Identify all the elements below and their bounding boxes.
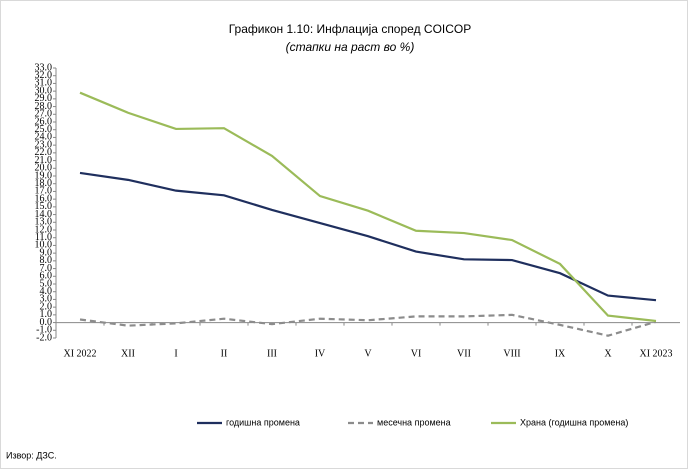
legend-label: Храна (годишна промена) [520,417,628,427]
y-tick-label: 12.0 [35,224,53,235]
y-tick-label: 30.0 [35,85,53,96]
x-tick-label: III [267,348,277,359]
y-tick-label: 14.0 [35,209,53,220]
x-tick-label: XII [121,348,135,359]
x-tick-label: VI [411,348,422,359]
y-tick-label: 21.0 [35,155,53,166]
y-tick-label: 4.0 [40,286,53,297]
y-tick-label: 32.0 [35,70,53,81]
y-tick-label: 13.0 [35,217,53,228]
x-tick-label: VIII [503,348,520,359]
y-tick-label: 8.0 [40,255,53,266]
y-tick-label: 0.0 [40,317,53,328]
y-tick-label: 31.0 [35,78,53,89]
y-tick-label: 19.0 [35,170,53,181]
x-tick-label: X [604,348,612,359]
y-tick-label: 28.0 [35,101,53,112]
x-tick-label: I [174,348,177,359]
y-tick-label: 10.0 [35,240,53,251]
y-tick-label: 5.0 [40,278,53,289]
x-tick-label: XI 2023 [639,348,672,359]
y-tick-label: 9.0 [40,247,53,258]
y-tick-label: -1.0 [36,325,52,336]
y-tick-label: 6.0 [40,271,53,282]
x-tick-label: IX [555,348,566,359]
y-tick-label: 26.0 [35,116,53,127]
legend-label: месечна промена [377,417,451,427]
x-tick-label: V [364,348,372,359]
y-tick-label: 24.0 [35,132,53,143]
y-tick-label: 3.0 [40,294,53,305]
y-tick-label: 20.0 [35,163,53,174]
y-tick-label: 11.0 [35,232,52,243]
series-line [79,91,657,323]
series-line [79,313,657,337]
x-tick-label: IV [315,348,326,359]
chart-title: Графикон 1.10: Инфлација според COICOP [229,22,472,36]
y-tick-label: 1.0 [40,309,53,320]
y-tick-label: -2.0 [36,332,52,343]
y-tick-label: 2.0 [40,301,53,312]
y-tick-label: 22.0 [35,147,53,158]
y-tick-label: 15.0 [35,201,53,212]
y-tick-label: 23.0 [35,139,53,150]
y-tick-label: 18.0 [35,178,53,189]
chart-subtitle: (стапки на раст во %) [286,40,415,54]
legend-label: годишна промена [226,417,300,427]
y-tick-label: 29.0 [35,93,53,104]
series-line [79,171,657,302]
x-tick-label: XI 2022 [63,348,96,359]
x-tick-label: II [221,348,228,359]
y-tick-label: 25.0 [35,124,53,135]
y-tick-label: 27.0 [35,109,53,120]
x-tick-label: VII [457,348,471,359]
y-tick-label: 33.0 [35,62,53,73]
y-tick-label: 7.0 [40,263,53,274]
source-note: Извор: ДЗС. [6,450,57,460]
y-tick-label: 17.0 [35,186,53,197]
y-tick-label: 16.0 [35,193,53,204]
